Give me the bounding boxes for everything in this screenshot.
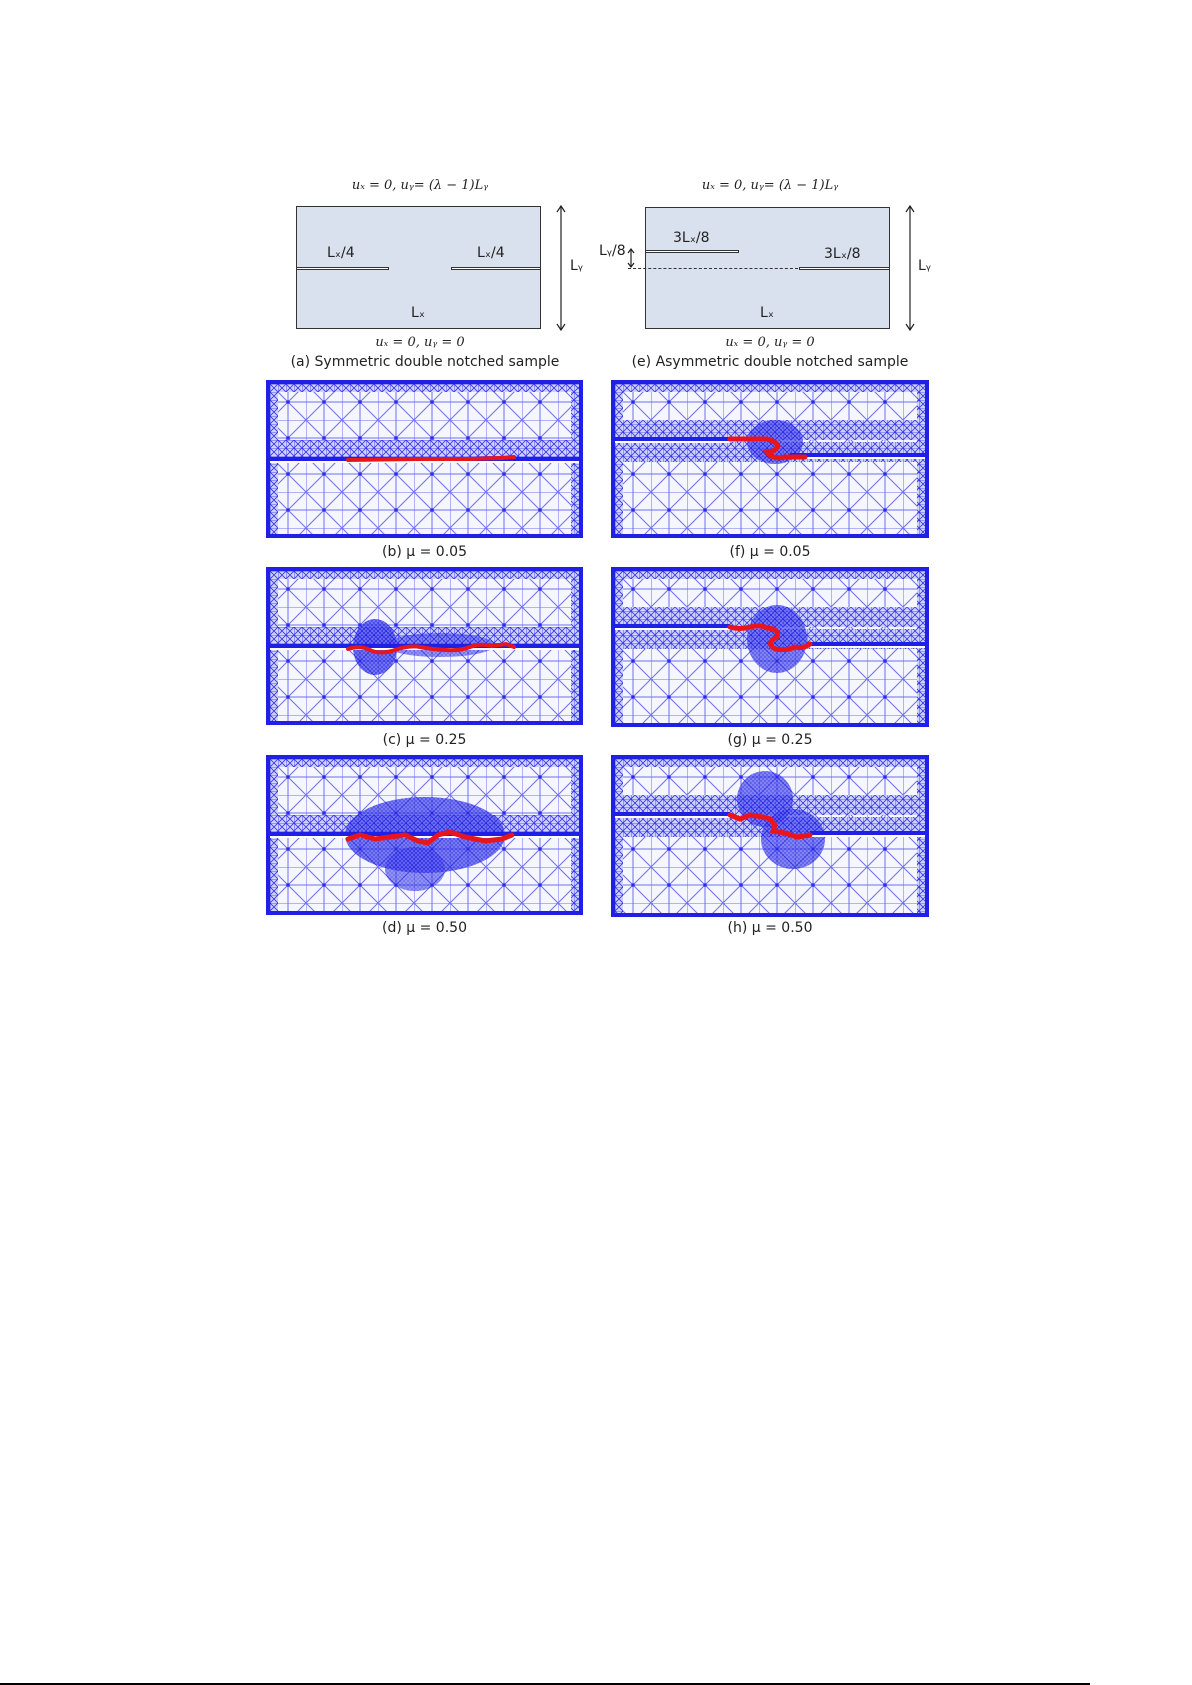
schematic-e-height-arrow-icon [905,204,915,332]
panel-c-caption: (c) μ = 0.25 [382,732,467,748]
mesh-g-graphic [615,571,925,723]
schematic-e-midline [628,268,798,269]
panel-h-caption: (h) μ = 0.50 [727,920,813,936]
page-footer-rule [0,1683,1090,1685]
schematic-a-left-notch [296,267,389,270]
schematic-e-height-label: Lᵧ [918,258,932,274]
crack-path [727,812,813,840]
schematic-a-height-label: Lᵧ [570,258,584,274]
schematic-a-specimen: Lₓ/4 Lₓ/4 Lₓ [296,206,541,329]
mesh-panel-f [611,380,929,538]
schematic-a-caption: (a) Symmetric double notched sample [290,354,560,370]
schematic-e-upper-notch [645,250,739,253]
crack-path [727,436,808,461]
panel-g-caption: (g) μ = 0.25 [727,732,813,748]
crack-path [346,455,516,462]
schematic-e-top-boundary-condition: uₓ = 0, uᵧ= (λ − 1)Lᵧ [701,178,839,193]
crack-path [346,641,516,655]
schematic-e-lower-notch-label: 3Lₓ/8 [824,246,861,262]
schematic-a-right-notch [451,267,541,270]
schematic-a-left-notch-label: Lₓ/4 [327,245,355,261]
schematic-e-offset-label: Lᵧ/8 [599,243,626,259]
mesh-panel-c [266,567,583,725]
mesh-panel-b [266,380,583,538]
mesh-d-graphic [270,759,579,911]
schematic-e-width-label: Lₓ [760,305,775,321]
schematic-a-right-notch-label: Lₓ/4 [477,245,505,261]
schematic-a-bottom-boundary-condition: uₓ = 0, uᵧ = 0 [375,335,465,350]
schematic-e-lower-notch [799,267,890,270]
crack-path [345,829,515,846]
mesh-f-graphic [615,384,925,534]
mesh-b-graphic [270,384,579,534]
mesh-h-graphic [615,759,925,913]
schematic-e-offset-arrow-icon [627,248,635,268]
mesh-panel-h [611,755,929,917]
schematic-a-top-boundary-condition: uₓ = 0, uᵧ= (λ − 1)Lᵧ [351,178,489,193]
schematic-e-upper-notch-label: 3Lₓ/8 [673,230,710,246]
panel-b-caption: (b) μ = 0.05 [382,544,467,560]
panel-f-caption: (f) μ = 0.05 [729,544,811,560]
schematic-e-specimen: 3Lₓ/8 3Lₓ/8 Lₓ [628,207,890,329]
schematic-e-caption: (e) Asymmetric double notched sample [631,354,909,370]
schematic-a-width-label: Lₓ [411,305,426,321]
panel-d-caption: (d) μ = 0.50 [382,920,467,936]
mesh-c-graphic [270,571,579,721]
schematic-a-height-arrow-icon [556,204,566,332]
mesh-panel-g [611,567,929,727]
schematic-e-bottom-boundary-condition: uₓ = 0, uᵧ = 0 [725,335,815,350]
mesh-panel-d [266,755,583,915]
crack-path [727,623,813,653]
